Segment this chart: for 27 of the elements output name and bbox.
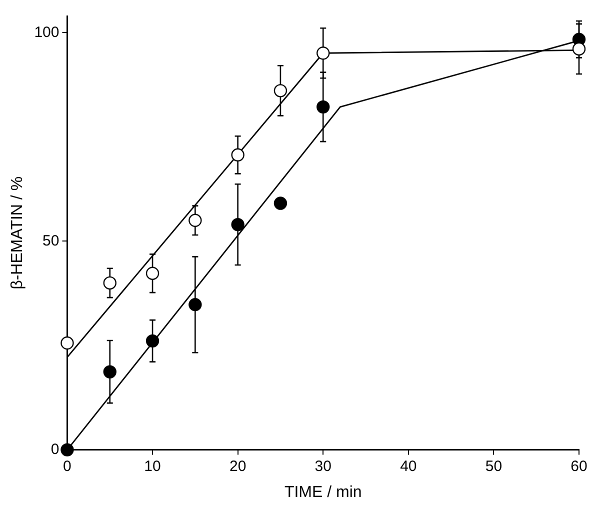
point — [316, 46, 330, 60]
point — [274, 84, 288, 98]
y-tick-label: 0 — [50, 440, 60, 458]
x-tick-label: 40 — [400, 458, 417, 475]
point — [60, 336, 74, 350]
point — [188, 214, 202, 227]
x-tick-label: 0 — [63, 458, 72, 475]
x-tick-label: 20 — [229, 458, 246, 475]
point — [316, 100, 330, 114]
x-tick-label: 60 — [570, 458, 588, 475]
point — [572, 42, 586, 56]
point — [274, 196, 288, 210]
x-tick-label: 10 — [144, 458, 161, 475]
point — [103, 276, 116, 290]
point — [188, 298, 202, 312]
y-tick-label: 100 — [34, 24, 60, 41]
point — [231, 148, 244, 162]
point — [103, 365, 116, 378]
x-tick-label: 50 — [485, 458, 502, 475]
point — [146, 266, 160, 280]
x-tick-label: 30 — [314, 458, 332, 475]
y-axis-title: β-HEMATIN / % — [9, 176, 26, 290]
y-tick-label: 50 — [42, 232, 60, 250]
point — [146, 334, 160, 348]
point — [60, 443, 74, 456]
point — [231, 218, 244, 232]
x-axis-title: TIME / min — [284, 484, 362, 501]
